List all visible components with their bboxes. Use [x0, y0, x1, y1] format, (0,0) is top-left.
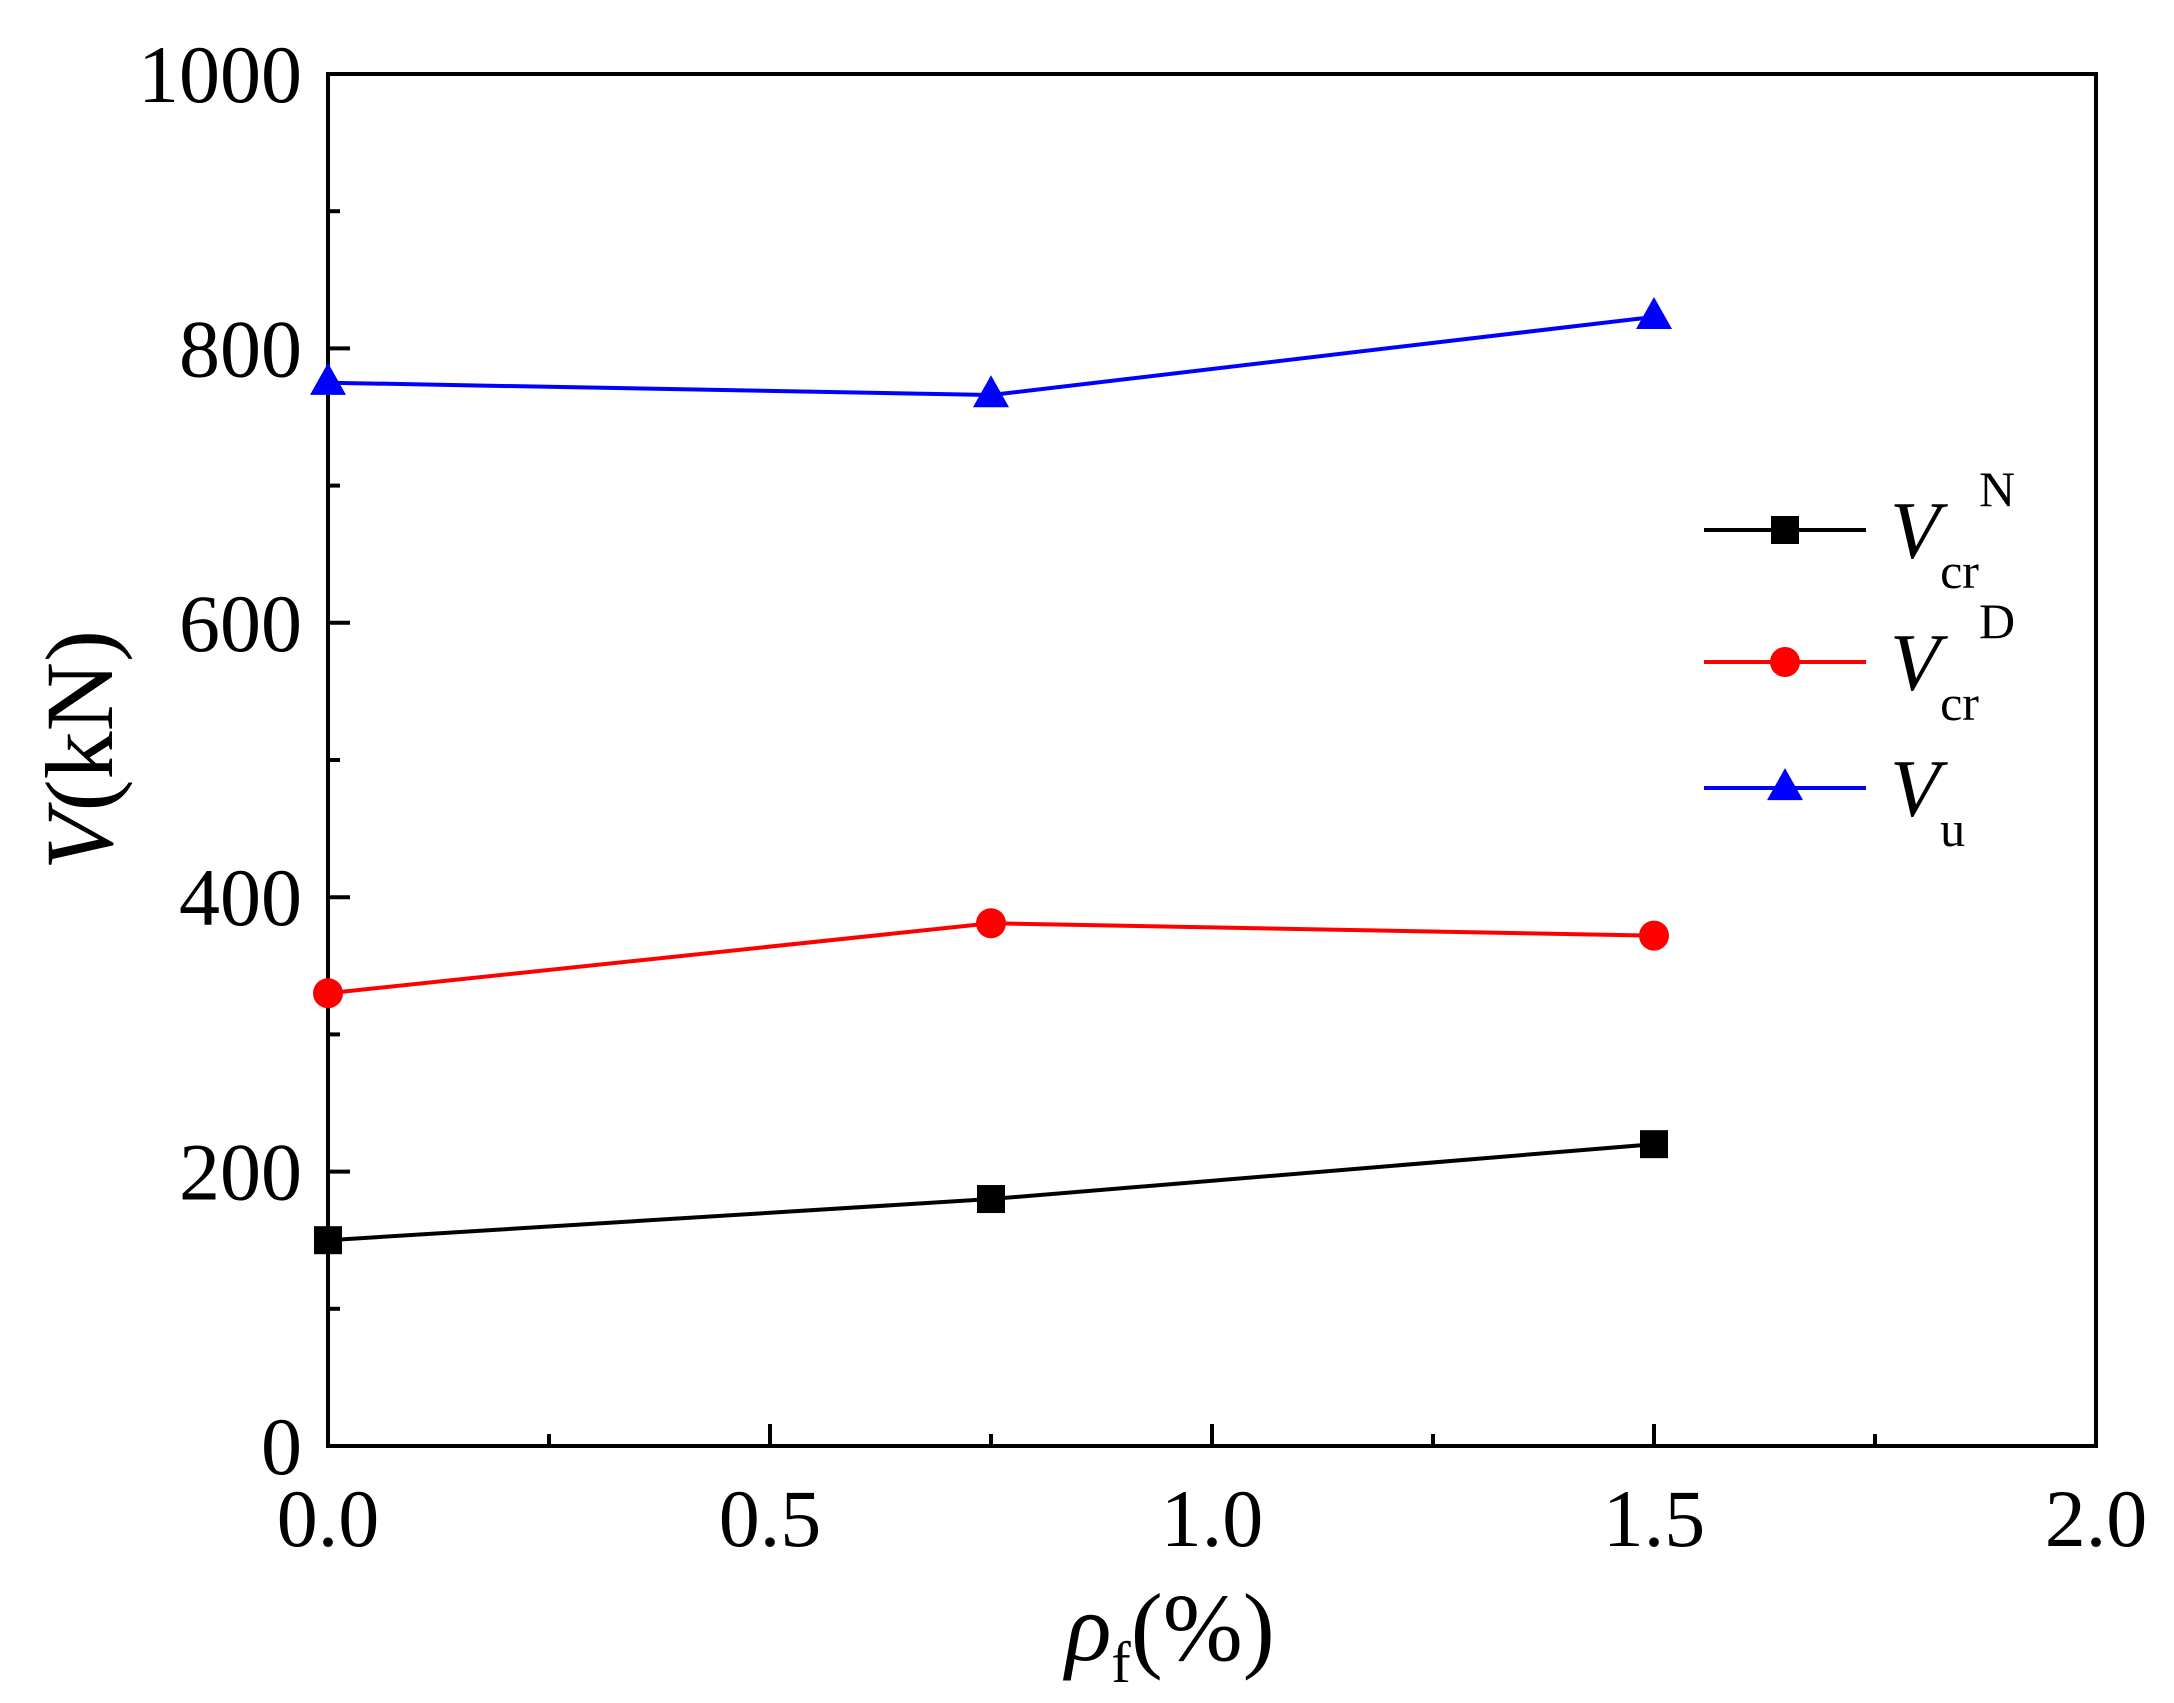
y-tick-label: 600	[179, 578, 302, 669]
x-axis-unit: (%)	[1131, 1574, 1275, 1681]
data-point-series-2	[976, 908, 1006, 939]
y-axis-title: V(kN)	[26, 630, 133, 870]
data-point-series-3	[310, 362, 346, 395]
data-point-series-1	[977, 1185, 1005, 1214]
data-point-series-1	[1640, 1130, 1668, 1159]
y-tick-label: 1000	[138, 29, 302, 120]
legend-label-3: Vu	[1890, 743, 1965, 857]
y-tick-label: 200	[179, 1127, 302, 1218]
legend-marker-3	[1767, 768, 1803, 801]
marks-layer: 0.0 0.5 1.0 1.5 2.0 0 200 400 600 800 1000	[138, 29, 2147, 1564]
data-point-series-2	[1639, 920, 1669, 951]
data-point-series-3	[973, 375, 1009, 408]
x-axis-subscript: f	[1111, 1630, 1131, 1695]
x-axis-title: ρf(%)	[1062, 1574, 1274, 1695]
y-tick-label: 0	[261, 1401, 302, 1492]
y-axis-unit: (kN)	[26, 630, 133, 811]
data-point-series-2	[313, 978, 343, 1009]
legend-label-1: VcrN	[1890, 461, 2015, 599]
data-point-series-3	[1636, 297, 1672, 330]
y-tick-label: 400	[179, 852, 302, 943]
x-tick-label: 1.5	[1603, 1473, 1706, 1564]
legend-marker-1	[1771, 516, 1799, 544]
y-axis-symbol: V	[26, 802, 133, 870]
plot-frame	[326, 72, 2098, 1448]
x-tick-label: 2.0	[2045, 1473, 2148, 1564]
legend-marker-2	[1770, 647, 1800, 677]
x-tick-label: 0.0	[277, 1473, 380, 1564]
x-axis-symbol: ρ	[1062, 1574, 1111, 1681]
x-tick-label: 0.5	[719, 1473, 822, 1564]
legend-label-2: VcrD	[1890, 593, 2015, 731]
x-tick-label: 1.0	[1161, 1473, 1264, 1564]
data-point-series-1	[314, 1226, 342, 1255]
y-tick-label: 800	[179, 303, 302, 394]
